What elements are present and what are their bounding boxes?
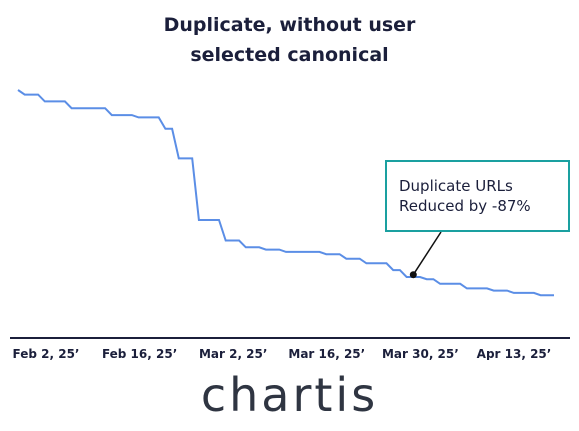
chart-title-line-1: Duplicate, without user [163, 14, 416, 36]
series-line-0 [17, 89, 554, 297]
callout-line-1: Duplicate URLs [399, 177, 513, 195]
x-tick-label: Feb 16, 25’ [102, 347, 177, 360]
series-layer [17, 89, 554, 297]
annotation-leader-line [412, 231, 442, 276]
annotation-marker-dot [409, 271, 417, 279]
x-tick-label: Mar 30, 25’ [382, 347, 459, 360]
x-tick-label: Apr 13, 25’ [477, 347, 552, 360]
x-tick-label: Feb 2, 25’ [13, 347, 80, 360]
line-chart: Feb 2, 25’ Feb 16, 25’ Mar 2, 25’ Mar 16, 2… [10, 89, 570, 360]
chart-title: Duplicate, without user selected canonic… [0, 10, 579, 70]
x-tick-labels: Feb 2, 25’ Feb 16, 25’ Mar 2, 25’ Mar 16, 2… [13, 347, 552, 360]
chart-title-line-2: selected canonical [190, 44, 389, 66]
x-tick-label: Mar 2, 25’ [199, 347, 267, 360]
x-tick-label: Mar 16, 25’ [288, 347, 365, 360]
callout-line-2: Reduced by -87% [399, 197, 531, 215]
brand-logo: chartis [200, 368, 379, 422]
annotation-callout: Duplicate URLs Reduced by -87% [385, 160, 570, 232]
